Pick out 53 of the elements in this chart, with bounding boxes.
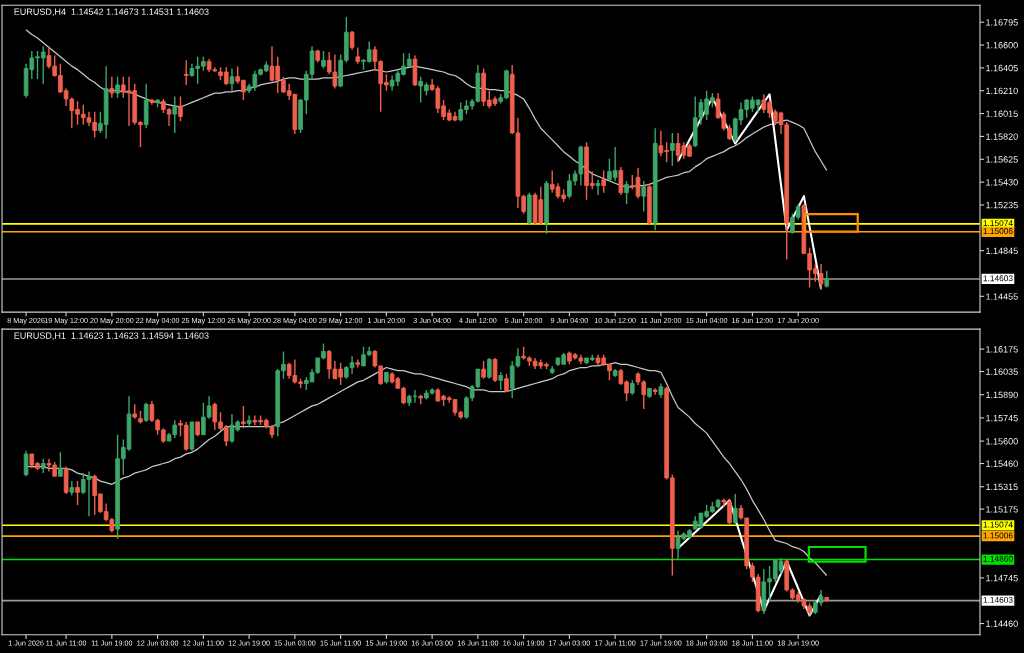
candlestick (670, 132, 675, 167)
candlestick (109, 75, 115, 99)
y-tick-label: 1.14845 (986, 247, 1018, 254)
candlestick (172, 95, 178, 134)
candlestick (732, 493, 738, 526)
y-tick-label: 1.15820 (986, 133, 1018, 140)
candlestick (63, 466, 69, 495)
candlestick (595, 179, 601, 196)
candlestick (241, 405, 246, 430)
chart-title: EURUSD,H4 1.14542 1.14673 1.14531 1.14603 (14, 8, 209, 16)
y-tick-label: 1.15890 (986, 391, 1018, 399)
ref-line-label: 1.15074 (983, 521, 1013, 528)
candlestick (618, 166, 624, 196)
candlestick (115, 75, 120, 99)
y-tick-label: 1.15235 (986, 201, 1018, 209)
ref-line-label: 1.14603 (983, 596, 1013, 603)
candlestick (624, 180, 629, 206)
y-tick-label: 1.16035 (986, 368, 1018, 375)
candlestick (487, 357, 492, 380)
candlestick (349, 30, 355, 51)
ref-line-label: 1.15074 (983, 220, 1013, 227)
candlestick (69, 480, 75, 497)
ref-line-label: 1.15006 (983, 532, 1013, 539)
chart-title: EURUSD,H1 1.14623 1.14623 1.14594 1.14603 (14, 332, 209, 340)
y-tick-label: 1.15315 (986, 483, 1018, 491)
candlestick (229, 67, 235, 92)
candlestick (601, 169, 607, 194)
y-tick-label: 1.15745 (986, 414, 1018, 422)
ref-line-label: 1.14603 (983, 275, 1013, 282)
candlestick (183, 59, 189, 86)
y-tick-label: 1.16600 (986, 42, 1018, 49)
y-tick-label: 1.15600 (986, 438, 1018, 445)
candlestick (492, 357, 498, 383)
candlestick (23, 450, 29, 478)
candlestick (178, 95, 183, 122)
candlestick (641, 180, 647, 213)
candlestick (58, 451, 63, 478)
y-tick-label: 1.16795 (986, 19, 1018, 26)
y-tick-label: 1.16175 (986, 346, 1018, 353)
y-tick-label: 1.15460 (986, 460, 1018, 467)
candlestick (75, 480, 80, 506)
ref-line-label: 1.14860 (983, 555, 1013, 562)
y-tick-label: 1.14745 (986, 574, 1018, 582)
candlestick (143, 402, 149, 423)
ref-line-label: 1.15006 (983, 228, 1013, 235)
y-tick-label: 1.15625 (986, 156, 1018, 163)
y-tick-label: 1.16210 (986, 87, 1018, 95)
y-tick-label: 1.14460 (986, 620, 1018, 627)
y-tick-label: 1.14455 (986, 293, 1018, 300)
y-tick-label: 1.15430 (986, 179, 1018, 186)
y-tick-label: 1.15175 (986, 506, 1018, 513)
y-tick-label: 1.16405 (986, 64, 1018, 72)
y-tick-label: 1.16015 (986, 110, 1018, 117)
